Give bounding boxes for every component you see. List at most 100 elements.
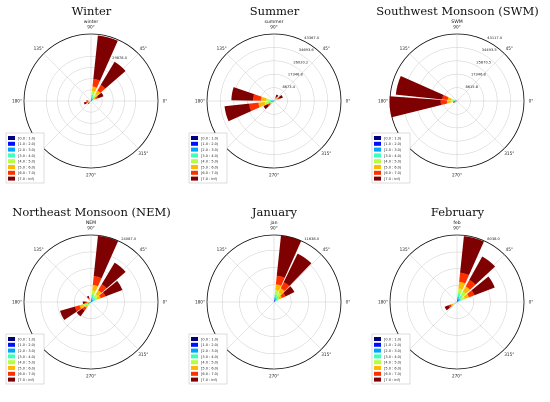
windrose-chart: 8673.4 17346.8 26020.2 34693.6 43367.0 0° 45° 9… xyxy=(188,19,350,184)
rose-bar xyxy=(87,100,89,102)
rose-bar xyxy=(447,97,452,101)
grid-spoke xyxy=(90,301,139,350)
legend-swatch xyxy=(374,354,381,359)
legend-swatch xyxy=(8,360,15,365)
rose-bar xyxy=(459,298,463,301)
rose-bar xyxy=(451,98,454,101)
legend-swatch xyxy=(191,377,198,382)
rose-bar xyxy=(278,295,283,300)
legend-swatch xyxy=(191,136,198,140)
rose-bar xyxy=(86,303,90,307)
grid-spoke xyxy=(226,254,275,303)
rose-bar xyxy=(459,272,470,284)
rose-bar xyxy=(454,100,457,101)
angle-label: 180° xyxy=(12,99,22,104)
rose-bar xyxy=(280,293,286,299)
ring-label: 17346.8 xyxy=(471,72,487,76)
legend-swatch xyxy=(8,147,15,152)
rose-bar xyxy=(92,284,99,292)
rose-bar xyxy=(469,256,496,285)
rose-bar xyxy=(471,276,495,296)
rose-bar xyxy=(457,299,459,302)
legend-label: [7.0 : inf) xyxy=(201,378,218,382)
legend-label: [5.0 : 6.0) xyxy=(18,165,36,169)
ring-label: 26020.2 xyxy=(293,60,308,64)
rose-bar xyxy=(260,96,267,101)
rose-bar xyxy=(94,96,99,100)
rose-bar xyxy=(87,301,89,303)
grid-spoke xyxy=(226,53,275,102)
rose-bar xyxy=(99,292,106,299)
rose-bar xyxy=(274,300,276,302)
rose-bar xyxy=(93,235,119,279)
rose-bar xyxy=(446,100,451,104)
rose-bar xyxy=(91,297,93,300)
rose-bar xyxy=(87,101,89,103)
legend-swatch xyxy=(191,153,198,158)
rose-bar xyxy=(258,102,266,108)
rose-bar xyxy=(252,94,262,101)
rose-bar xyxy=(283,286,295,297)
ring-label: 11638.0 xyxy=(304,237,320,241)
windrose-panel-february: February 8038.00°45°90°135°180°225°270°3… xyxy=(366,201,549,402)
windrose-chart: 29878.00°45°90°135°180°225°270°315°winte… xyxy=(5,19,167,184)
rose-bar xyxy=(442,94,449,101)
legend-swatch xyxy=(191,176,198,181)
legend-swatch xyxy=(8,153,15,158)
legend-swatch xyxy=(8,141,15,146)
rose-bar xyxy=(82,306,87,311)
angle-label: 180° xyxy=(195,300,205,305)
legend-label: [5.0 : 6.0) xyxy=(384,366,402,370)
rose-bar xyxy=(84,304,89,309)
legend-label: [0.0 : 1.0) xyxy=(201,337,219,341)
legend-label: [6.0 : 7.0) xyxy=(18,171,36,175)
rose-bar xyxy=(275,299,278,302)
angle-label: 45° xyxy=(140,46,147,51)
rose-bar xyxy=(89,302,91,304)
grid-spoke xyxy=(456,100,505,149)
rose-bar xyxy=(92,296,96,300)
legend-label: [1.0 : 2.0) xyxy=(384,343,402,347)
rose-bar xyxy=(274,298,277,301)
legend-label: [0.0 : 1.0) xyxy=(18,136,36,140)
legend-label: [6.0 : 7.0) xyxy=(384,171,402,175)
grid-spoke xyxy=(273,301,322,350)
rose-bar xyxy=(85,301,88,304)
angle-label: 180° xyxy=(195,99,205,104)
rose-bar xyxy=(92,98,95,101)
legend-label: [3.0 : 4.0) xyxy=(18,154,36,158)
grid-spoke xyxy=(273,254,322,303)
legend-box xyxy=(371,132,411,184)
rose-bar xyxy=(97,84,106,93)
panel-title: January xyxy=(251,205,298,219)
legend-label: [0.0 : 1.0) xyxy=(18,337,36,341)
ring-label: 34693.6 xyxy=(299,48,315,52)
rose-bar xyxy=(274,98,276,100)
legend-swatch xyxy=(191,348,198,353)
rose-bar xyxy=(88,302,91,305)
rose-bar xyxy=(274,289,279,295)
angle-label: 315° xyxy=(504,352,514,357)
legend-label: [7.0 : inf) xyxy=(18,378,35,382)
legend-swatch xyxy=(8,342,15,347)
rose-bar xyxy=(93,299,96,301)
legend-swatch xyxy=(8,354,15,359)
ring-label: 29878.0 xyxy=(112,56,128,60)
legend-swatch xyxy=(8,377,15,382)
angle-label: 0° xyxy=(163,300,168,305)
rose-bar xyxy=(453,100,456,102)
grid-spoke xyxy=(456,53,505,102)
rose-bar xyxy=(89,302,91,303)
legend-label: [5.0 : 6.0) xyxy=(201,366,219,370)
rose-bar xyxy=(271,101,273,104)
legend-swatch xyxy=(374,342,381,347)
rose-bar xyxy=(274,294,278,298)
rose-bar xyxy=(274,297,276,300)
rose-bar xyxy=(458,298,461,301)
rose-bar xyxy=(269,99,272,101)
rose-bar xyxy=(86,100,88,102)
rose-bar xyxy=(82,301,86,304)
inner-label: jan xyxy=(269,220,277,226)
legend-label: [5.0 : 6.0) xyxy=(201,165,219,169)
rose-bar xyxy=(276,98,278,100)
